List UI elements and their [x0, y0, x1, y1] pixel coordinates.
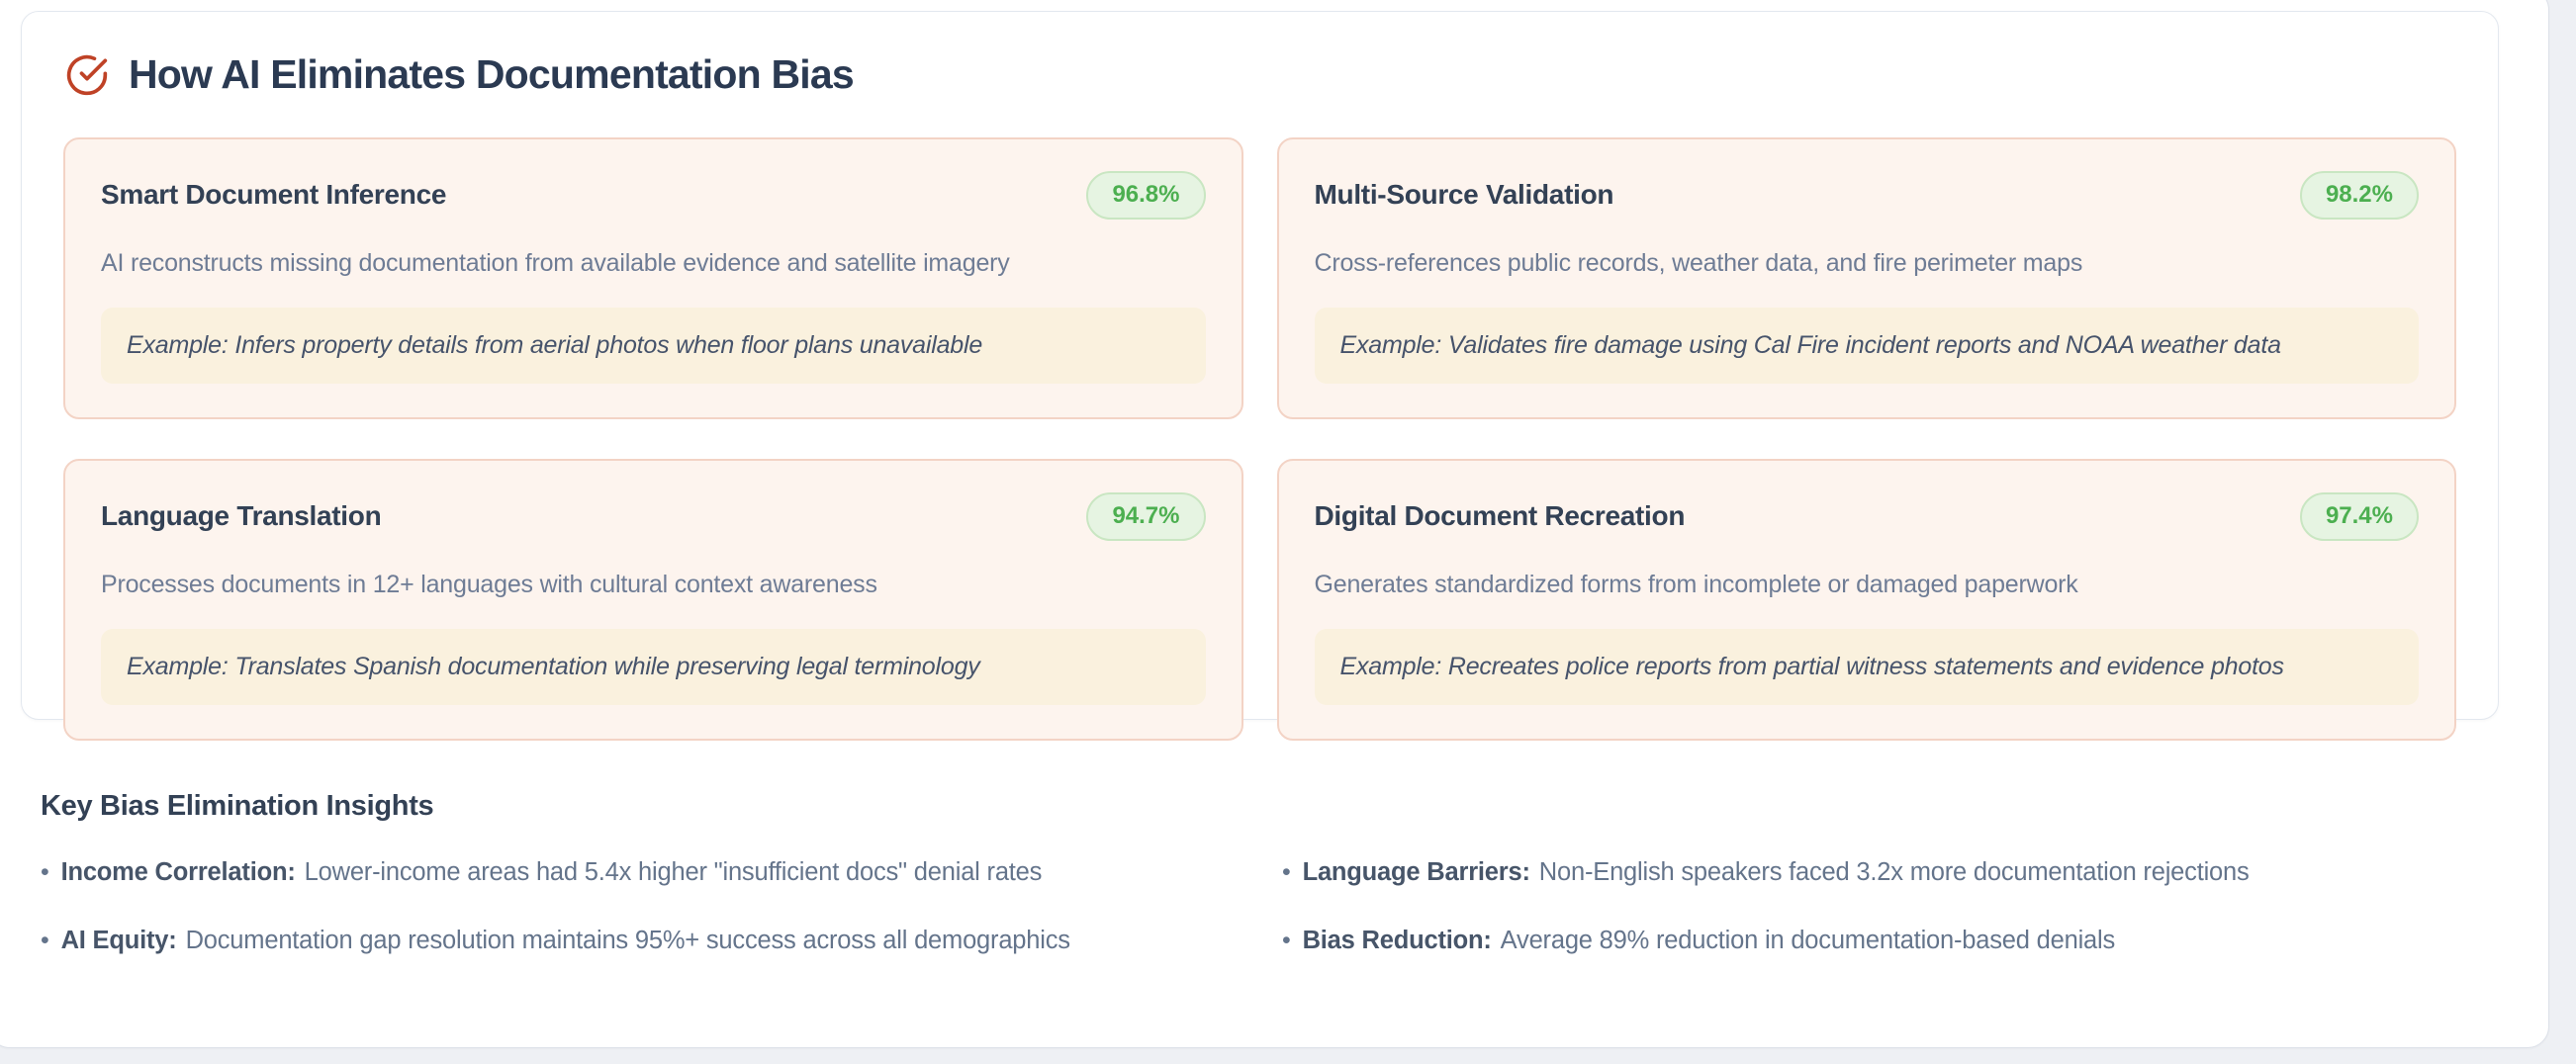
ai-bias-section-card: How AI Eliminates Documentation Bias Sma…	[21, 11, 2499, 741]
feature-card-header: Smart Document Inference 96.8%	[101, 171, 1206, 220]
insight-text: Lower-income areas had 5.4x higher "insu…	[304, 858, 1043, 886]
feature-example: Example: Infers property details from ae…	[101, 307, 1206, 384]
insight-text: Documentation gap resolution maintains 9…	[185, 927, 1070, 954]
check-circle-icon	[65, 53, 109, 97]
insight-language-barriers: • Language Barriers: Non-English speakers…	[1282, 858, 2484, 887]
insight-ai-equity: • AI Equity: Documentation gap resolution…	[41, 927, 1282, 955]
feature-description: Generates standardized forms from incomp…	[1314, 570, 2078, 598]
accuracy-badge: 94.7%	[1086, 491, 1206, 541]
feature-title: Smart Document Inference	[101, 179, 447, 211]
page-title: How AI Eliminates Documentation Bias	[129, 51, 855, 97]
insights-grid: • Income Correlation: Lower-income areas …	[41, 858, 2484, 955]
feature-title: Digital Document Recreation	[1314, 500, 1686, 532]
feature-card-smart-document-inference: Smart Document Inference 96.8% AI recons…	[63, 137, 1243, 419]
feature-card-digital-document-recreation: Digital Document Recreation 97.4% Genera…	[1276, 458, 2456, 741]
feature-card-multi-source-validation: Multi-Source Validation 98.2% Cross-refe…	[1276, 137, 2456, 419]
accuracy-badge: 96.8%	[1086, 171, 1206, 220]
feature-example: Example: Recreates police reports from p…	[1314, 628, 2419, 705]
insights-section: Key Bias Elimination Insights • Income C…	[41, 790, 2484, 955]
insight-label: Bias Reduction:	[1302, 927, 1492, 954]
feature-example: Example: Translates Spanish documentatio…	[101, 628, 1206, 705]
feature-description: Cross-references public records, weather…	[1314, 248, 2083, 277]
accuracy-badge: 97.4%	[2299, 491, 2419, 541]
insight-label: Language Barriers:	[1302, 858, 1530, 886]
bullet-icon: •	[1282, 927, 1291, 954]
feature-grid: Smart Document Inference 96.8% AI recons…	[63, 137, 2456, 741]
feature-description: Processes documents in 12+ languages wit…	[101, 570, 877, 598]
insights-title: Key Bias Elimination Insights	[41, 790, 434, 822]
feature-card-header: Digital Document Recreation 97.4%	[1314, 491, 2419, 541]
insight-label: Income Correlation:	[60, 858, 296, 886]
insight-bias-reduction: • Bias Reduction: Average 89% reduction i…	[1282, 927, 2484, 955]
insight-income-correlation: • Income Correlation: Lower-income areas …	[41, 858, 1282, 887]
feature-card-language-translation: Language Translation 94.7% Processes doc…	[63, 458, 1243, 741]
feature-description: AI reconstructs missing documentation fr…	[101, 248, 1010, 277]
feature-example: Example: Validates fire damage using Cal…	[1314, 307, 2419, 384]
feature-title: Language Translation	[101, 500, 382, 532]
bullet-icon: •	[1282, 858, 1291, 886]
feature-title: Multi-Source Validation	[1314, 179, 1614, 211]
feature-card-header: Multi-Source Validation 98.2%	[1314, 171, 2419, 220]
insight-text: Average 89% reduction in documentation-b…	[1500, 927, 2116, 954]
section-header: How AI Eliminates Documentation Bias	[65, 51, 2456, 98]
insight-text: Non-English speakers faced 3.2x more doc…	[1538, 858, 2250, 886]
bullet-icon: •	[41, 858, 49, 886]
report-panel: How AI Eliminates Documentation Bias Sma…	[0, 0, 2549, 1048]
feature-card-header: Language Translation 94.7%	[101, 491, 1206, 541]
insight-label: AI Equity:	[60, 927, 177, 954]
accuracy-badge: 98.2%	[2299, 171, 2419, 220]
bullet-icon: •	[41, 927, 49, 954]
